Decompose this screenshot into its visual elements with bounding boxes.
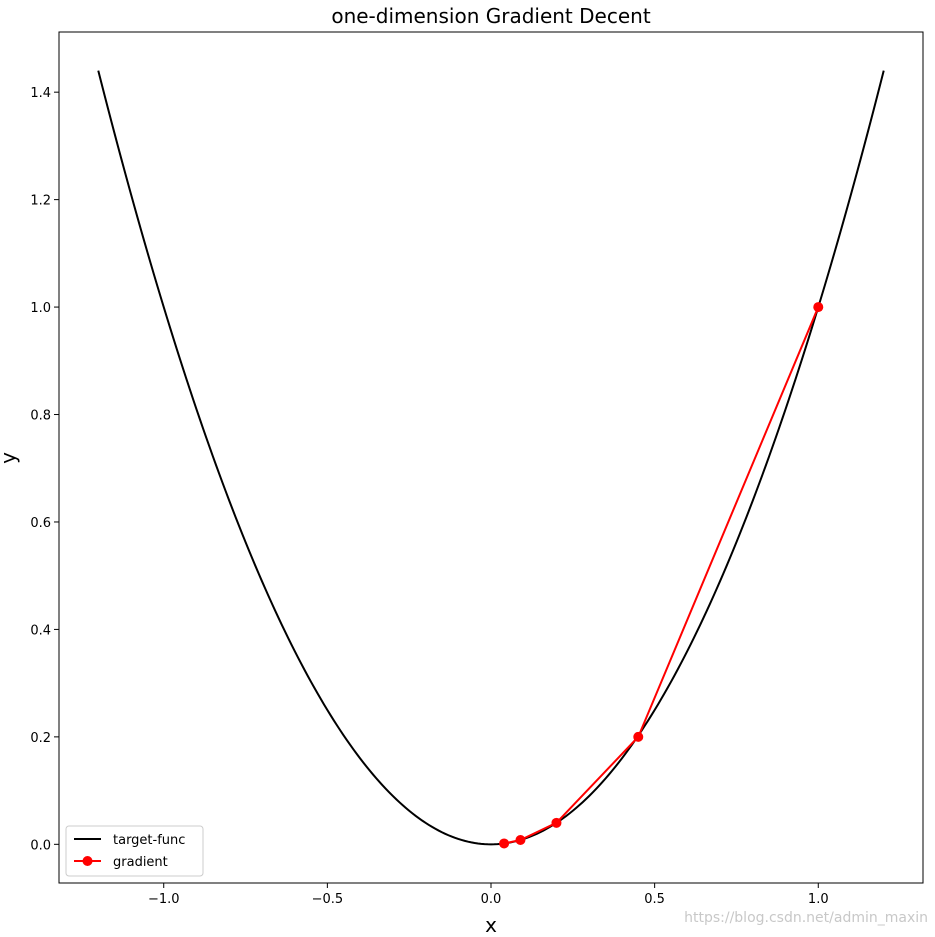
gradient-point [813,302,824,313]
gradient-point [551,817,562,828]
gradient-point [633,731,644,742]
legend-marker-gradient [82,856,93,866]
y-tick-label: 1.2 [30,194,51,209]
y-axis-label: y [0,452,20,464]
chart-title: one-dimension Gradient Decent [331,4,650,28]
series-line-target-func [97,70,885,846]
y-tick-label: 1.4 [30,86,51,101]
series-line-gradient [503,306,820,845]
y-tick-label: 0.0 [30,838,51,853]
plot-frame [58,31,924,884]
x-tick-label: 0.5 [644,892,665,907]
y-tick-label: 0.4 [30,623,51,638]
legend-label-gradient: gradient [113,855,168,870]
gradient-point [499,838,510,849]
y-axis-ticks: 0.0 0.2 0.4 0.6 0.8 1.0 1.2 1.4 [30,86,59,853]
series-layer [97,70,885,849]
legend-label-target-func: target-func [113,833,185,848]
x-tick-label: 0.0 [481,892,502,907]
y-tick-label: 0.2 [30,731,51,746]
x-axis-label: x [485,913,497,937]
x-tick-label: 1.0 [808,892,829,907]
y-tick-label: 0.6 [30,516,51,531]
x-tick-label: −1.0 [148,892,180,907]
y-tick-label: 0.8 [30,409,51,424]
x-tick-label: −0.5 [312,892,344,907]
gradient-point [515,835,526,846]
watermark: https://blog.csdn.net/admin_maxin [684,910,928,926]
x-axis-ticks: −1.0 −0.5 0.0 0.5 1.0 [148,883,829,907]
y-tick-label: 1.0 [30,301,51,316]
legend: target-func gradient [65,825,204,877]
plot-area [58,31,924,884]
